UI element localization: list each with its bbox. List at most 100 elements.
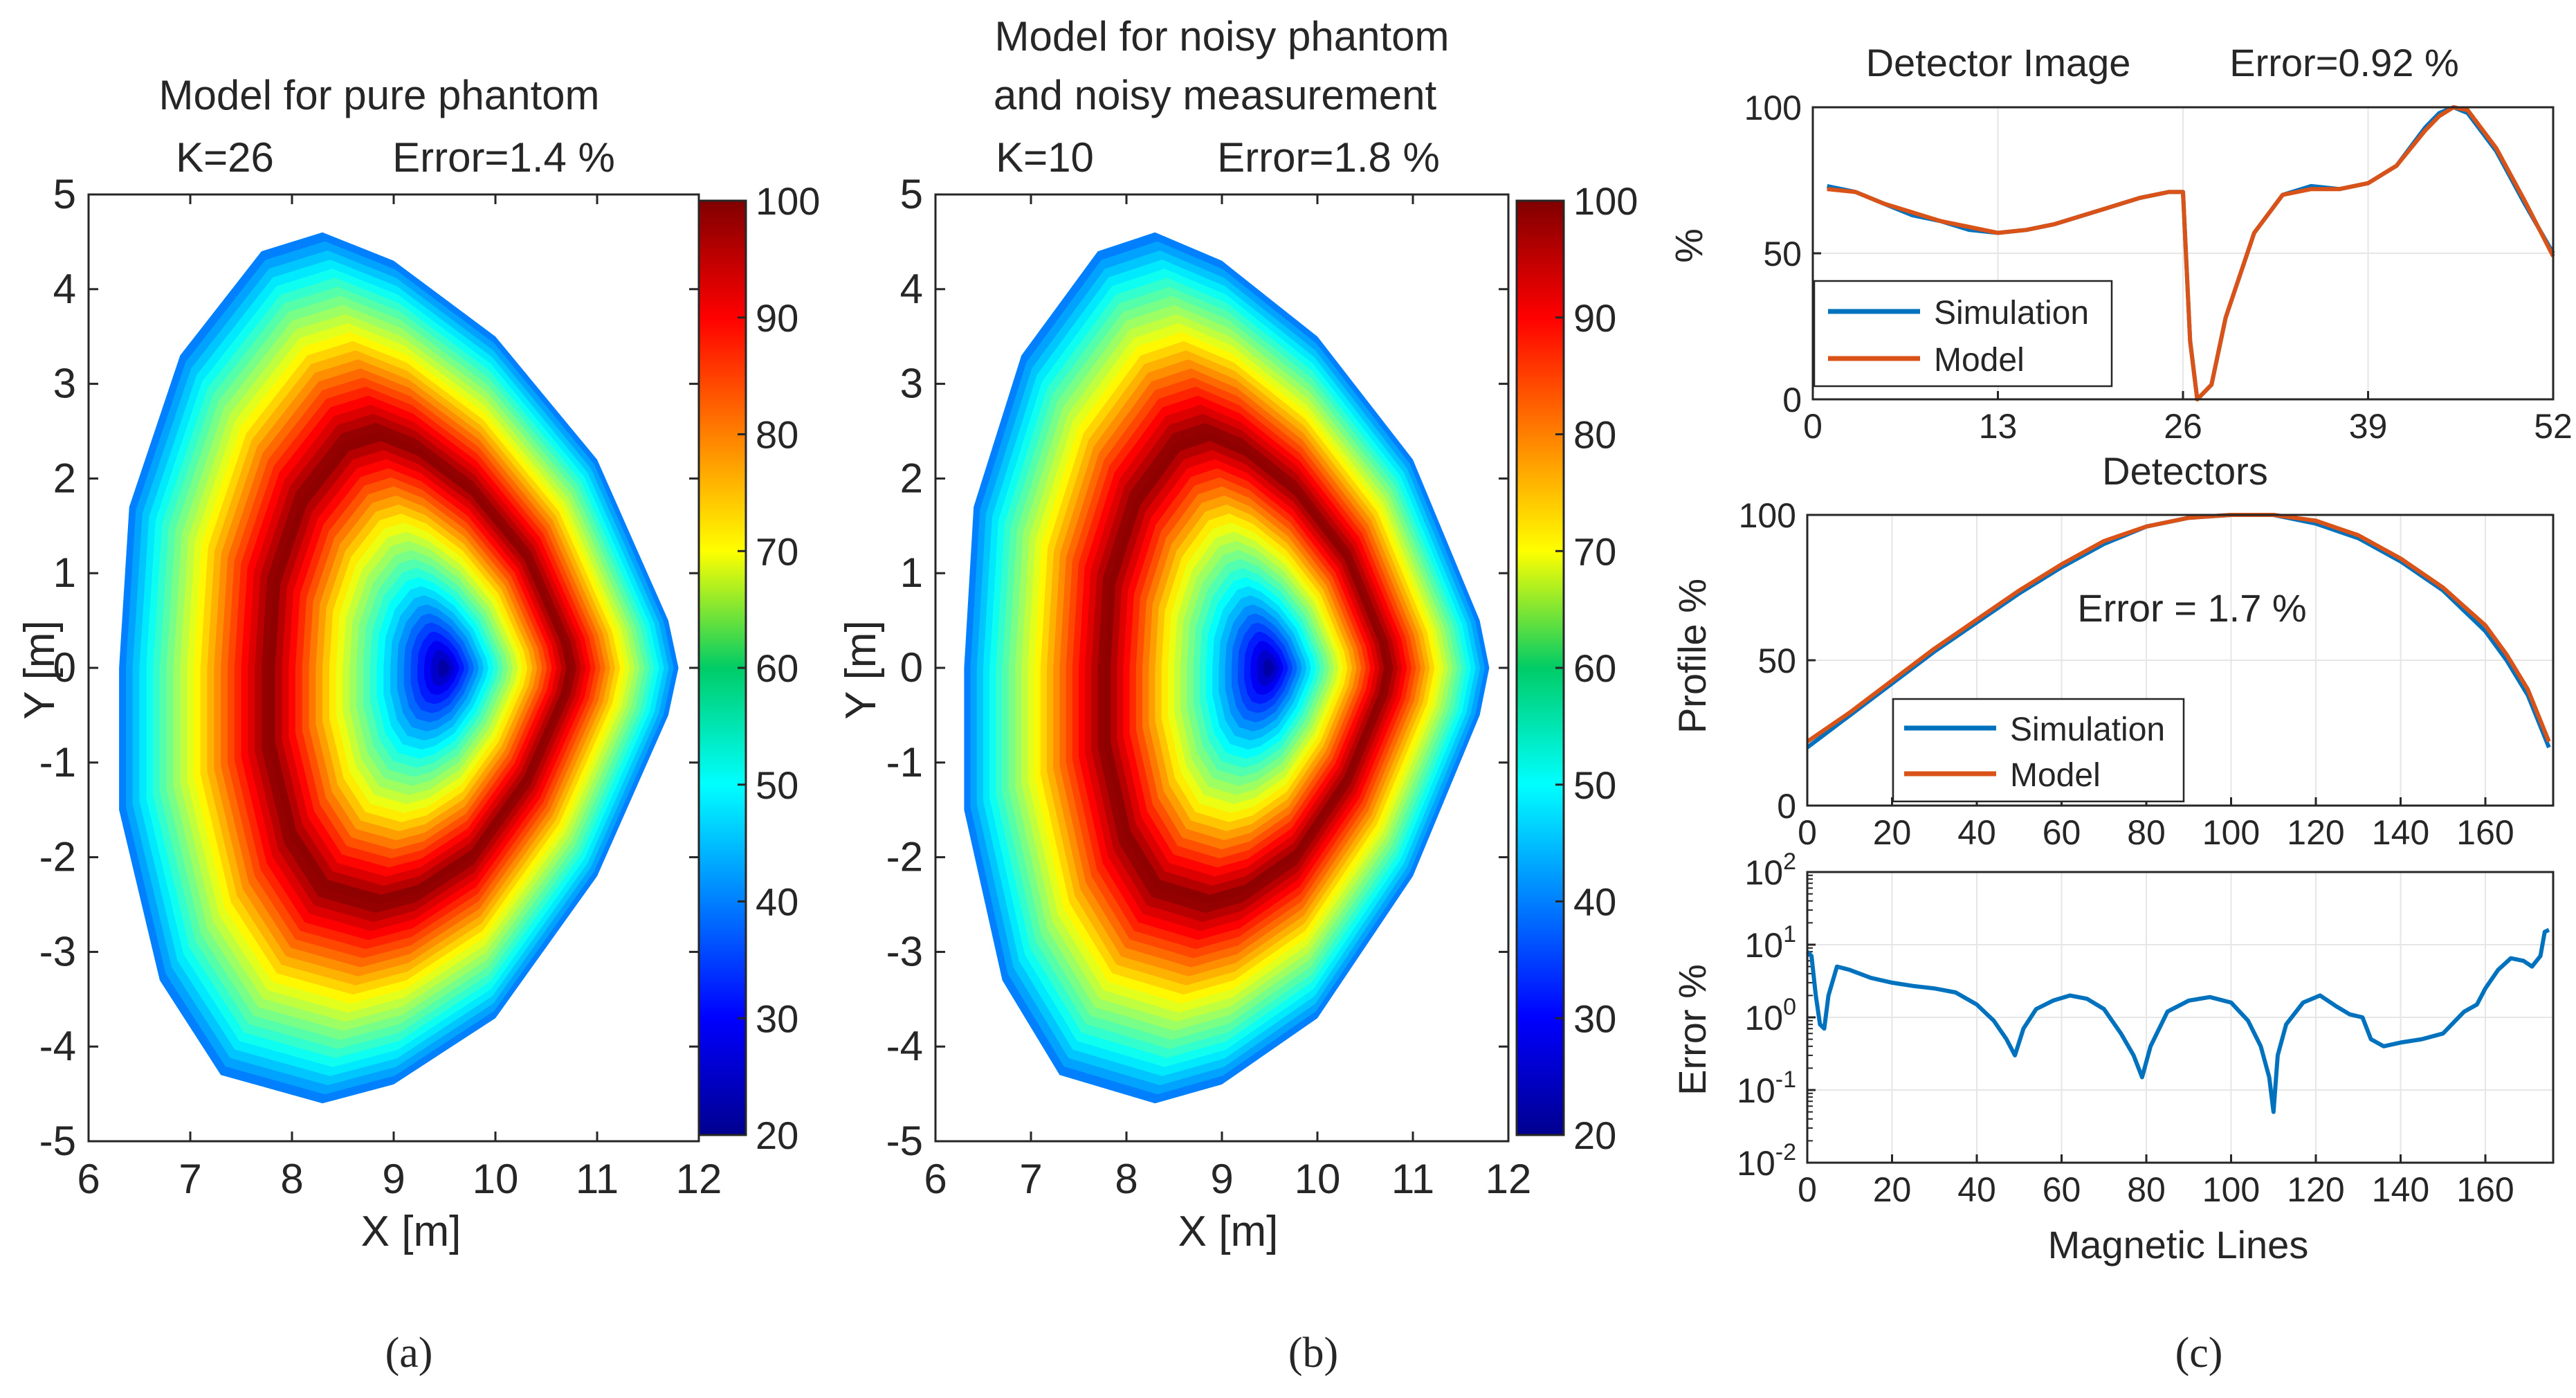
x-tick-label: 6 xyxy=(924,1156,947,1202)
y-tick-label: -1 xyxy=(39,739,76,786)
x-tick-label: 39 xyxy=(2349,407,2388,446)
y-tick-label: 50 xyxy=(1763,235,1802,273)
panel-b-title-k: K=10 xyxy=(996,134,1094,181)
panel-b-colorbar-ticks: 20 30 40 50 60 70 80 90 100 xyxy=(1555,179,1638,1157)
x-tick-label: 52 xyxy=(2534,407,2573,446)
panel-b-heatmap xyxy=(964,232,1490,1104)
colorbar-tick-label: 70 xyxy=(1573,529,1616,573)
y-tick-label: 3 xyxy=(900,361,923,407)
panel-a-xlabel: X [m] xyxy=(361,1208,462,1255)
x-tick-label: 160 xyxy=(2456,813,2514,852)
y-tick-label: 0 xyxy=(1777,787,1796,826)
top-legend-model-label: Model xyxy=(1934,342,2025,379)
y-tick-label: -3 xyxy=(39,928,76,974)
y-tick-label: 1 xyxy=(900,550,923,596)
x-tick-label: 13 xyxy=(1979,407,2018,446)
x-tick-label: 7 xyxy=(179,1156,201,1202)
y-tick-label: 2 xyxy=(53,455,76,501)
panel-c-mid-legend: Simulation Model xyxy=(1892,698,2185,803)
mid-legend-simulation-label: Simulation xyxy=(2010,711,2165,748)
colorbar-tick-label: 90 xyxy=(756,296,798,340)
x-tick-label: 9 xyxy=(1210,1156,1233,1202)
x-tick-label: 140 xyxy=(2372,1170,2429,1209)
colorbar-tick-label: 40 xyxy=(756,880,798,924)
panel-c-top-title-right: Error=0.92 % xyxy=(2229,41,2459,84)
y-tick-label: -2 xyxy=(886,834,923,880)
x-tick-label: 10 xyxy=(1295,1156,1341,1202)
panel-b: Model for noisy phantom and noisy measur… xyxy=(837,13,1638,1377)
panel-c-mid-ylabel: Profile % xyxy=(1670,579,1714,734)
y-tick-label: 101 xyxy=(1744,921,1796,965)
series-error xyxy=(1805,927,2550,1114)
y-tick-label: 100 xyxy=(1744,89,1802,127)
panel-b-title-error: Error=1.8 % xyxy=(1217,134,1440,181)
x-tick-label: 100 xyxy=(2202,813,2260,852)
panel-b-caption: (b) xyxy=(1288,1329,1338,1377)
x-tick-label: 120 xyxy=(2287,1170,2344,1209)
x-tick-label: 120 xyxy=(2287,813,2344,852)
y-tick-label: -5 xyxy=(886,1118,923,1164)
x-tick-label: 12 xyxy=(676,1156,722,1202)
y-tick-label: 10-1 xyxy=(1737,1066,1796,1110)
colorbar-tick-label: 30 xyxy=(756,997,798,1040)
y-tick-label: 2 xyxy=(900,455,923,501)
colorbar-tick-label: 40 xyxy=(1573,880,1616,924)
colorbar-tick-label: 60 xyxy=(1573,646,1616,690)
x-tick-label: 100 xyxy=(2202,1170,2260,1209)
x-tick-label: 11 xyxy=(1391,1156,1434,1202)
y-tick-label: 0 xyxy=(900,644,923,691)
panel-a-title-line1: Model for pure phantom xyxy=(158,72,599,118)
panel-b-title-line1b: and noisy measurement xyxy=(994,72,1437,118)
mid-legend-model-label: Model xyxy=(2010,757,2101,794)
x-tick-label: 10 xyxy=(473,1156,519,1202)
colorbar-tick-label: 70 xyxy=(756,529,798,573)
x-tick-label: 20 xyxy=(1873,1170,1912,1209)
colorbar-tick-label: 50 xyxy=(756,763,798,807)
heatmap-contour xyxy=(437,658,450,678)
colorbar-tick-label: 60 xyxy=(756,646,798,690)
colorbar-tick-label: 20 xyxy=(756,1114,798,1157)
y-tick-label: 3 xyxy=(53,361,76,407)
y-tick-label: 4 xyxy=(900,266,923,312)
top-legend-simulation-label: Simulation xyxy=(1934,295,2089,332)
panel-c-bot-xlabel: Magnetic Lines xyxy=(2048,1223,2309,1267)
panel-c-top-legend: Simulation Model xyxy=(1813,280,2113,388)
x-tick-label: 160 xyxy=(2456,1170,2514,1209)
y-tick-label: -4 xyxy=(886,1023,923,1069)
x-tick-label: 40 xyxy=(1957,813,1996,852)
y-tick-label: -2 xyxy=(39,834,76,880)
panel-a-caption: (a) xyxy=(385,1329,433,1377)
colorbar-tick-label: 90 xyxy=(1573,296,1616,340)
y-tick-label: 5 xyxy=(900,171,923,217)
panel-b-ylabel: Y [m] xyxy=(837,620,885,720)
panel-c-top-ylabel: % xyxy=(1667,228,1710,263)
y-tick-label: 100 xyxy=(1739,496,1796,535)
panel-b-xlabel: X [m] xyxy=(1178,1208,1279,1255)
panel-b-title-line1: Model for noisy phantom xyxy=(994,13,1449,60)
colorbar-tick-label: 80 xyxy=(756,413,798,457)
colorbar-tick-label: 20 xyxy=(1573,1114,1616,1157)
y-tick-label: 0 xyxy=(53,644,76,691)
y-tick-label: 100 xyxy=(1744,994,1796,1037)
colorbar-tick-label: 30 xyxy=(1573,997,1616,1040)
top-legend-box xyxy=(1813,280,2113,388)
y-tick-label: 5 xyxy=(53,171,76,217)
x-tick-label: 9 xyxy=(382,1156,405,1202)
panel-a-heatmap xyxy=(119,232,679,1104)
y-tick-label: 50 xyxy=(1757,642,1796,680)
panel-a-title-k: K=26 xyxy=(176,134,274,181)
y-tick-label: 1 xyxy=(53,550,76,596)
panel-c: Detector Image Error=0.92 % 0 13 26 39 52 0 50… xyxy=(1667,41,2573,1377)
panel-c-bot-axes: 0 20 40 60 80 100 120 140 160 10-2 10-1 100 101 102 xyxy=(1737,848,2555,1209)
x-tick-label: 20 xyxy=(1873,813,1912,852)
x-tick-label: 60 xyxy=(2043,1170,2081,1209)
panel-a-title-error: Error=1.4 % xyxy=(392,134,615,181)
colorbar-tick-label: 100 xyxy=(756,179,820,223)
panel-a-colorbar-ticks: 20 30 40 50 60 70 80 90 100 xyxy=(738,179,820,1157)
x-tick-label: 80 xyxy=(2127,813,2166,852)
colorbar-tick-label: 50 xyxy=(1573,763,1616,807)
y-tick-label: -3 xyxy=(886,928,923,974)
